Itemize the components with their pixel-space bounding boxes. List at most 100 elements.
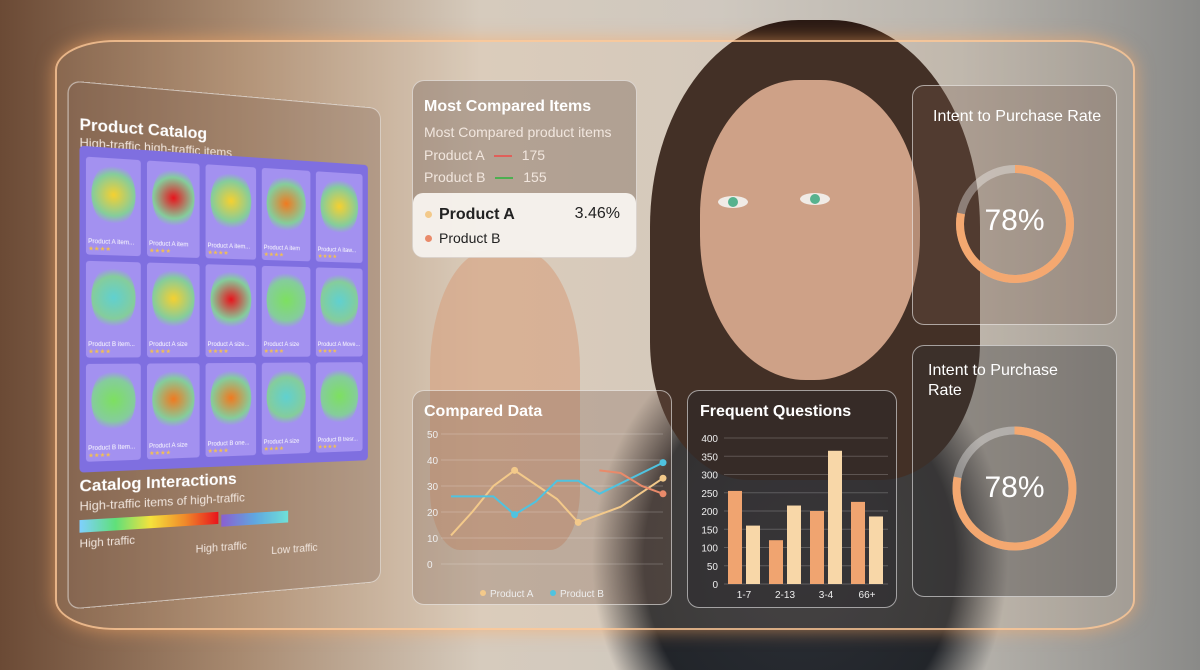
rating-stars: ★★★★ xyxy=(317,349,338,356)
row-swatch xyxy=(493,155,512,158)
legend-label: Low traffic xyxy=(271,541,318,558)
frequent-questions-panel: Frequent Questions 0 50 100 150 200 250 300 350… xyxy=(687,390,897,608)
rating-stars: ★★★★ xyxy=(149,450,172,458)
row-name: Product B xyxy=(424,169,486,185)
frequent-questions-title: Frequent Questions xyxy=(700,403,852,420)
y-tick-label: 50 xyxy=(427,430,439,441)
x-tick-label: 66+ xyxy=(859,590,876,601)
compared-data-panel: Compared Data 0 10 20 30 40 50 Product A Produc… xyxy=(412,390,672,605)
card-percent: 3.46% xyxy=(574,205,620,222)
product-tile[interactable]: Product A size ★★★★ xyxy=(261,362,311,455)
card-product-a: Product A xyxy=(439,206,515,223)
y-tick-label: 0 xyxy=(427,560,433,571)
legend-dot xyxy=(480,590,486,596)
y-tick-label: 400 xyxy=(701,434,718,445)
most-compared-panel: Most Compared Items Most Compared produc… xyxy=(412,80,637,258)
person-face xyxy=(700,80,920,380)
rating-stars: ★★★★ xyxy=(263,251,284,259)
product-tile[interactable]: Product A item... ★★★★ xyxy=(205,164,257,260)
data-point xyxy=(659,474,667,482)
product-tile[interactable]: Product B one... ★★★★ xyxy=(205,363,257,458)
comparison-card[interactable]: Product A 3.46% Product B xyxy=(413,193,636,257)
rating-stars: ★★★★ xyxy=(317,444,338,451)
bar xyxy=(810,511,824,584)
row-value: 155 xyxy=(523,169,547,185)
product-tile[interactable]: Product A size ★★★★ xyxy=(146,262,200,358)
y-tick-label: 350 xyxy=(701,452,718,463)
y-tick-label: 100 xyxy=(701,544,718,555)
rating-stars: ★★★★ xyxy=(149,247,172,255)
bar xyxy=(851,501,865,584)
bar xyxy=(869,516,883,584)
rating-stars: ★★★★ xyxy=(88,245,112,253)
heat-spot xyxy=(210,367,252,429)
y-tick-label: 30 xyxy=(427,482,439,493)
compared-row: Product B 155 xyxy=(424,169,547,185)
most-compared-subtitle: Most Compared product items xyxy=(424,124,612,140)
rating-stars: ★★★★ xyxy=(263,446,284,453)
y-tick-label: 10 xyxy=(427,534,439,545)
heat-spot xyxy=(320,271,358,331)
intent-title: Intent to Purchase Rate xyxy=(928,362,1058,399)
row-value: 175 xyxy=(521,147,546,163)
heat-spot xyxy=(152,165,195,230)
most-compared-title: Most Compared Items xyxy=(424,98,592,115)
heat-spot xyxy=(152,368,195,431)
rating-stars: ★★★★ xyxy=(149,349,172,356)
intent-ring-1 xyxy=(955,165,1074,284)
row-swatch xyxy=(495,177,514,180)
heat-spot xyxy=(91,161,136,227)
y-tick-label: 20 xyxy=(427,508,439,519)
product-tile[interactable]: Product A itaw... ★★★★ xyxy=(315,171,363,263)
product-tile[interactable]: Product A item ★★★★ xyxy=(146,160,200,258)
product-tile[interactable]: Product A size... ★★★★ xyxy=(205,263,257,358)
data-point xyxy=(511,466,519,474)
intent-title: Intent to Purchase Rate xyxy=(933,108,1102,125)
y-tick-label: 250 xyxy=(701,489,718,500)
bar xyxy=(728,490,742,584)
heat-spot xyxy=(320,176,358,236)
right-eye xyxy=(800,193,830,205)
product-tile[interactable]: Product B tresr... ★★★★ xyxy=(315,362,363,453)
data-point xyxy=(659,490,667,498)
product-tile[interactable]: Product B Item... ★★★★ xyxy=(85,363,141,462)
legend-label: Product A xyxy=(490,589,534,600)
product-tile[interactable]: Product A size ★★★★ xyxy=(146,363,200,460)
product-a-dot xyxy=(425,211,432,218)
heat-spot xyxy=(266,172,306,234)
left-eye xyxy=(718,196,748,208)
rating-stars: ★★★★ xyxy=(88,349,112,356)
series-line xyxy=(451,461,664,516)
heat-legend-high xyxy=(79,511,219,533)
pointing-hand xyxy=(430,250,580,550)
data-point xyxy=(659,459,667,467)
row-name: Product A xyxy=(424,147,484,163)
heat-spot xyxy=(91,265,136,329)
rating-stars: ★★★★ xyxy=(317,253,338,260)
product-tile[interactable]: Product A Move... ★★★★ xyxy=(315,267,363,357)
rating-stars: ★★★★ xyxy=(263,349,284,356)
product-tile[interactable]: Product A item... ★★★★ xyxy=(85,156,141,256)
product-tile[interactable]: Product A size ★★★★ xyxy=(261,265,311,358)
series-line xyxy=(599,469,664,495)
intent-progress-arc xyxy=(955,165,1074,284)
rating-stars: ★★★★ xyxy=(207,249,229,257)
bar xyxy=(828,450,842,584)
x-tick-label: 3-4 xyxy=(819,590,834,601)
product-catalog-panel: Product Catalog High-traffic high-traffi… xyxy=(67,80,381,610)
legend-dot xyxy=(550,590,556,596)
product-tile[interactable]: Product A item ★★★★ xyxy=(261,167,311,262)
rating-stars: ★★★★ xyxy=(207,448,229,455)
bar xyxy=(746,525,760,584)
y-tick-label: 50 xyxy=(707,562,719,573)
intent-panel-1: Intent to Purchase Rate 78% xyxy=(912,85,1117,325)
product-tile[interactable]: Product B item... ★★★★ xyxy=(85,260,141,358)
series-line xyxy=(450,469,664,537)
x-tick-label: 2-13 xyxy=(775,590,795,601)
intent-value: 78% xyxy=(984,471,1045,504)
bar-chart: 0 50 100 150 200 250 300 350 400 1-7 2-13 3-4 66+ xyxy=(701,434,888,601)
x-tick-label: 1-7 xyxy=(737,590,752,601)
data-point xyxy=(511,511,519,519)
heat-spot xyxy=(210,169,252,232)
legend-label: High traffic xyxy=(79,534,135,551)
